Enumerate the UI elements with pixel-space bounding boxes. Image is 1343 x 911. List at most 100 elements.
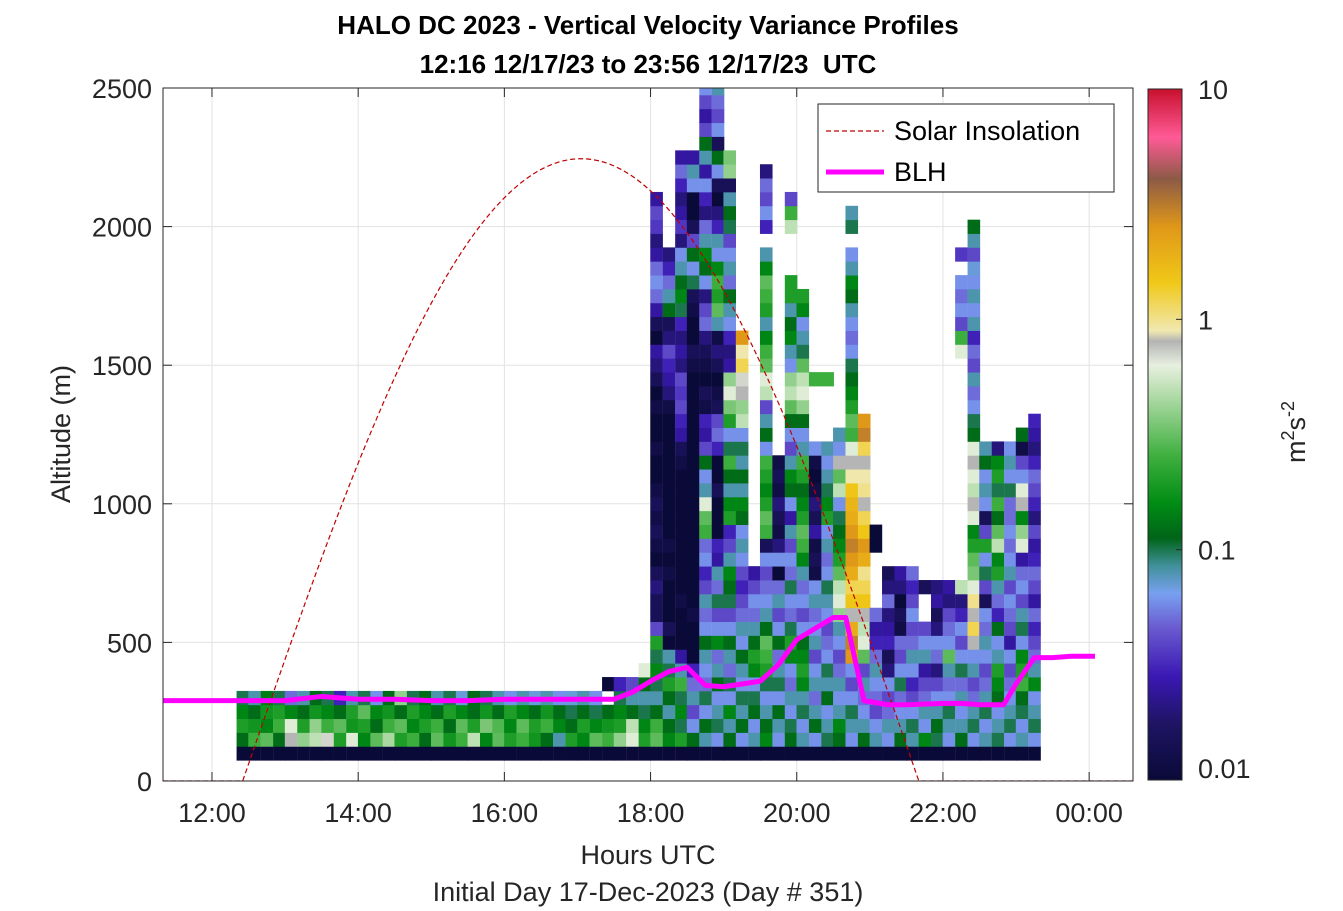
cell-52-0: [869, 746, 883, 761]
cell-36-8: [675, 635, 688, 650]
cell-44-11: [772, 593, 785, 609]
cell-34-26: [650, 385, 663, 401]
cell-51-10: [857, 607, 871, 623]
cell-38-39: [699, 205, 712, 221]
cell-65-11: [1028, 593, 1041, 609]
cell-13-1: [394, 732, 408, 747]
cell-40-26: [723, 385, 736, 401]
cell-43-16: [759, 524, 773, 539]
cell-49-20: [833, 469, 846, 484]
cell-14-2: [406, 718, 420, 733]
cell-37-18: [686, 496, 700, 512]
cell-48-15: [821, 538, 834, 553]
cell-44-3: [772, 704, 785, 720]
cell-52-2: [869, 718, 883, 733]
cell-44-14: [772, 552, 785, 567]
cell-37-28: [686, 358, 700, 373]
cell-49-9: [833, 621, 846, 636]
cell-48-1: [821, 732, 834, 747]
cell-43-21: [759, 455, 773, 470]
cell-57-3: [931, 704, 944, 720]
cell-43-33: [759, 288, 773, 304]
cell-9-2: [346, 718, 359, 733]
cell-62-11: [991, 593, 1005, 609]
cell-36-2: [675, 718, 688, 733]
cell-61-1: [979, 732, 992, 747]
cell-5-1: [297, 732, 310, 747]
cell-30-3: [602, 704, 615, 720]
cell-39-19: [711, 483, 725, 498]
cell-38-26: [699, 385, 712, 401]
cell-52-5: [869, 677, 883, 692]
cell-47-4: [808, 690, 822, 706]
cell-33-3: [638, 704, 652, 720]
cell-55-6: [906, 663, 919, 678]
cell-40-38: [723, 219, 736, 234]
cell-62-15: [991, 538, 1005, 553]
cell-46-32: [796, 302, 810, 318]
cell-50-12: [845, 580, 859, 595]
cell-36-30: [675, 330, 688, 345]
cell-39-16: [711, 524, 725, 539]
cell-43-41: [759, 164, 773, 179]
cell-16-2: [431, 718, 444, 733]
cell-63-17: [1004, 510, 1017, 525]
cell-39-7: [711, 649, 725, 664]
cell-35-10: [662, 607, 676, 623]
cell-47-17: [808, 510, 822, 525]
cell-52-1: [869, 732, 883, 747]
cell-62-9: [991, 621, 1005, 636]
cell-32-1: [626, 732, 639, 747]
cell-40-11: [723, 593, 736, 609]
cell-62-14: [991, 552, 1005, 567]
cell-46-5: [796, 677, 810, 692]
cell-47-5: [808, 677, 822, 692]
cell-42-11: [748, 593, 761, 609]
cell-34-24: [650, 413, 663, 428]
cell-50-32: [845, 302, 859, 318]
cell-38-10: [699, 607, 712, 623]
cell-40-13: [723, 566, 736, 581]
cell-37-11: [686, 593, 700, 609]
cell-46-18: [796, 496, 810, 512]
cell-48-19: [821, 483, 834, 498]
cell-56-9: [918, 621, 932, 636]
cell-44-13: [772, 566, 785, 581]
cell-21-1: [492, 732, 506, 747]
cell-50-3: [845, 704, 859, 720]
cell-34-3: [650, 704, 663, 720]
cell-34-11: [650, 593, 663, 609]
cell-47-12: [808, 580, 822, 595]
cell-40-31: [723, 316, 736, 331]
cell-20-1: [480, 732, 493, 747]
cell-49-12: [833, 580, 846, 595]
data-lines: [163, 158, 1133, 781]
cell-40-23: [723, 427, 736, 442]
cell-60-29: [967, 344, 981, 359]
cell-36-25: [675, 399, 688, 415]
cell-64-2: [1015, 718, 1029, 733]
cell-59-1: [955, 732, 968, 747]
cell-43-15: [759, 538, 773, 553]
cell-38-17: [699, 510, 712, 525]
cell-15-2: [419, 718, 432, 733]
cell-51-19: [857, 483, 871, 498]
cell-37-39: [686, 205, 700, 221]
cell-50-0: [845, 746, 859, 761]
cell-54-1: [894, 732, 908, 747]
cell-59-7: [955, 649, 968, 664]
cell-36-10: [675, 607, 688, 623]
cell-61-6: [979, 663, 992, 678]
cell-11-0: [370, 746, 383, 761]
cell-39-20: [711, 469, 725, 484]
cell-38-48: [699, 88, 712, 96]
cell-63-3: [1004, 704, 1017, 720]
cell-47-15: [808, 538, 822, 553]
cell-60-2: [967, 718, 981, 733]
cell-0-1: [236, 732, 250, 747]
colorbar-gradient: [1147, 88, 1183, 781]
cell-36-28: [675, 358, 688, 373]
cell-39-28: [711, 358, 725, 373]
cell-39-48: [711, 88, 725, 96]
cell-40-39: [723, 205, 736, 221]
